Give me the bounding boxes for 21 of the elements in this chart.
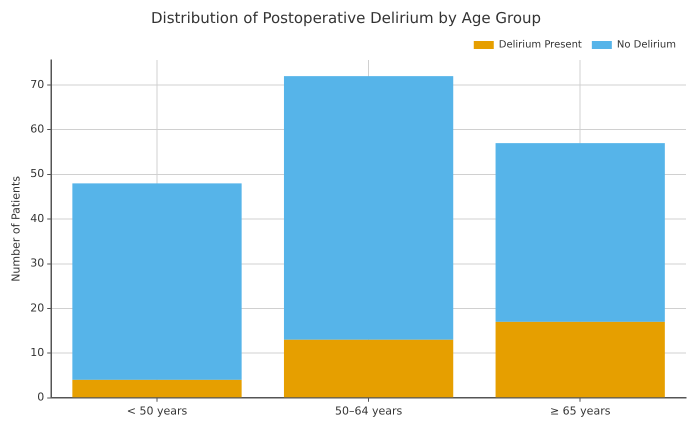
legend-label: No Delirium bbox=[616, 40, 676, 51]
bar bbox=[72, 183, 242, 380]
y-tick-label: 50 bbox=[30, 167, 44, 180]
bar bbox=[284, 76, 454, 340]
y-tick-label: 30 bbox=[30, 256, 44, 270]
x-tick-label: < 50 years bbox=[126, 404, 188, 418]
y-tick-label: 10 bbox=[30, 346, 44, 359]
y-axis-title: Number of Patients bbox=[9, 176, 22, 282]
bar bbox=[284, 340, 454, 398]
bar bbox=[496, 322, 665, 398]
bar bbox=[72, 380, 242, 398]
y-tick-label: 60 bbox=[30, 122, 44, 136]
y-tick-label: 0 bbox=[37, 390, 44, 404]
x-tick-label: 50–64 years bbox=[334, 404, 402, 418]
x-tick-label: ≥ 65 years bbox=[550, 404, 611, 418]
legend-label: Delirium Present bbox=[498, 40, 582, 51]
y-tick-label: 20 bbox=[30, 301, 44, 314]
bar bbox=[496, 143, 665, 322]
y-tick-label: 70 bbox=[30, 78, 44, 91]
y-tick-label: 40 bbox=[30, 212, 44, 225]
chart-title: Distribution of Postoperative Delirium by Age Group bbox=[150, 8, 542, 27]
